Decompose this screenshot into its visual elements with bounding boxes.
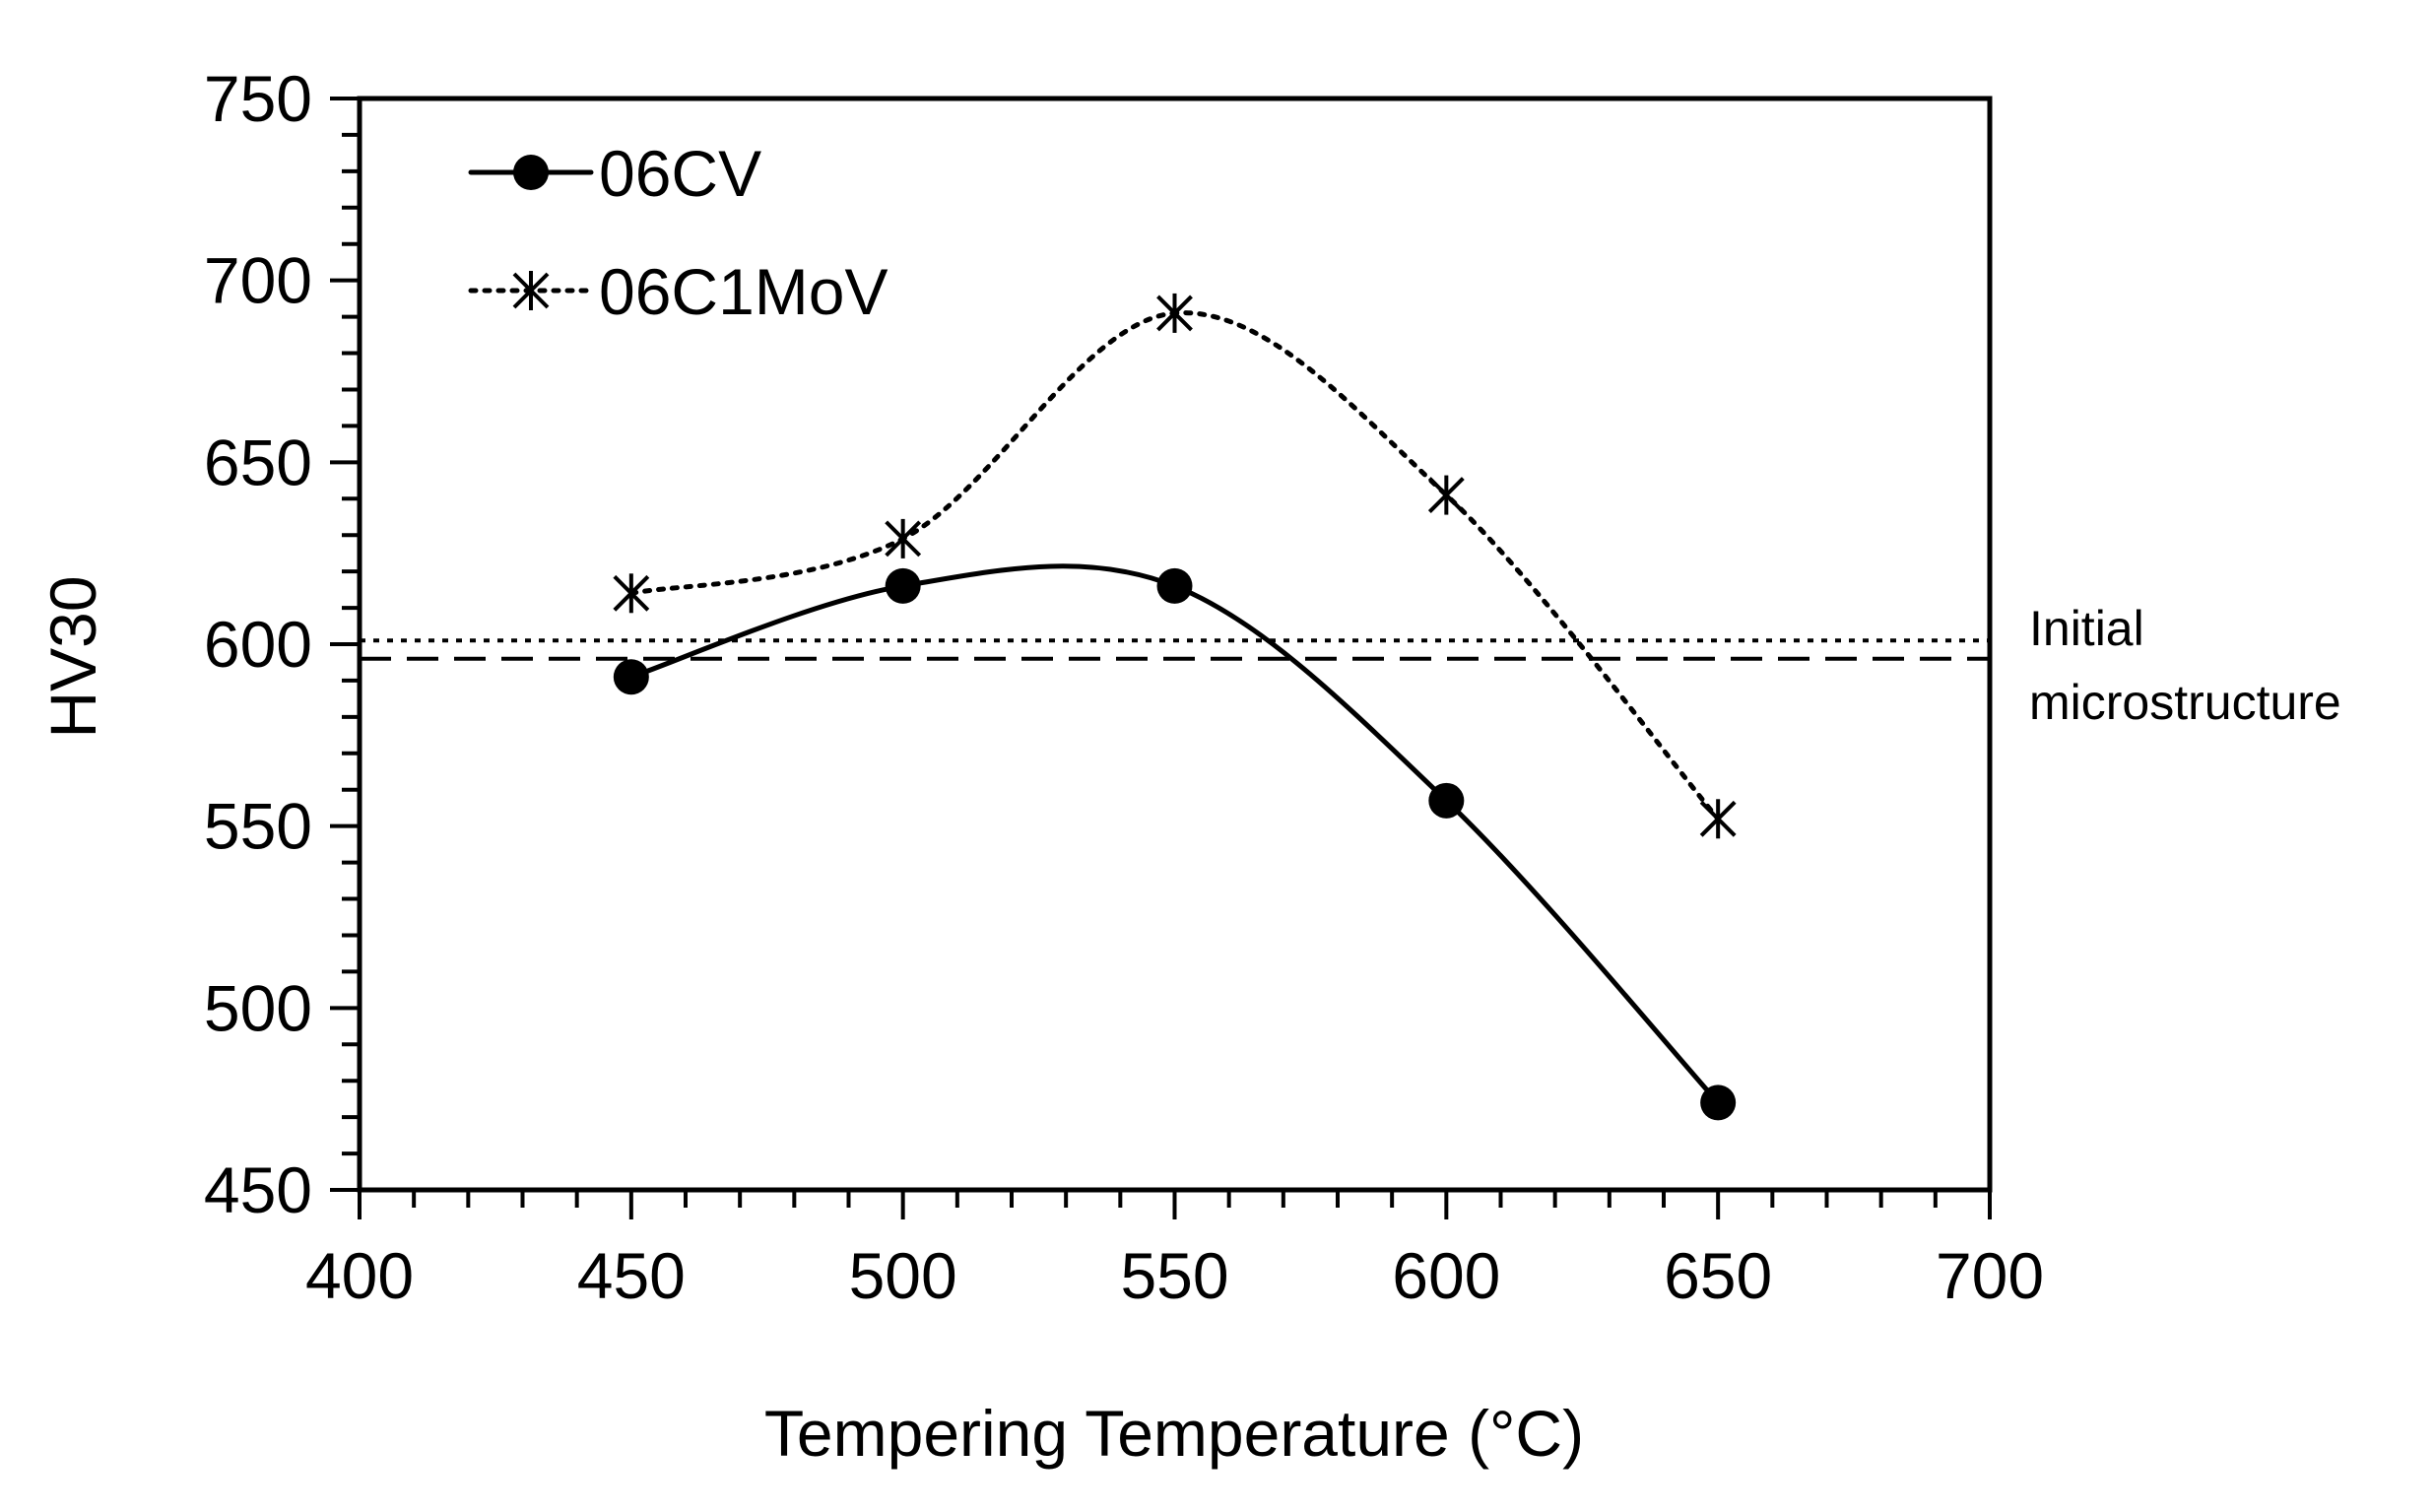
data-point-06cv: [885, 567, 921, 604]
x-axis-title: Tempering Temperature (°C): [764, 1397, 1584, 1470]
x-tick-label: 600: [1392, 1239, 1500, 1312]
y-tick-label: 650: [204, 426, 312, 498]
series-line-06c1mov: [628, 310, 1721, 822]
series-line-06cv: [628, 563, 1721, 1105]
legend-item-06cv: 06CV: [468, 137, 761, 210]
y-tick-label: 750: [204, 62, 312, 135]
y-tick-label: 500: [204, 971, 312, 1044]
tick-labels: 450 500 550 600 650 700 750 400 450 500 550 600 650 7…: [204, 62, 2044, 1312]
data-point-06cv: [1700, 1085, 1737, 1121]
x-tick-label: 500: [849, 1239, 957, 1312]
x-tick-label: 550: [1120, 1239, 1228, 1312]
data-point-06cv: [1156, 567, 1193, 604]
reference-lines: [360, 638, 1990, 661]
y-tick-label: 450: [204, 1153, 312, 1226]
data-point-06c1mov: [1699, 799, 1737, 839]
y-axis-title: HV30: [36, 575, 109, 738]
initial-microstructure-label-line1: Initial: [2029, 601, 2144, 656]
axes: [330, 96, 1993, 1219]
x-tick-label: 400: [305, 1239, 414, 1312]
legend-marker: [513, 155, 549, 190]
series-layer: [613, 293, 1737, 1121]
y-tick-label: 600: [204, 608, 312, 681]
x-tick-label: 650: [1664, 1239, 1772, 1312]
data-point-06c1mov: [1156, 293, 1193, 333]
data-point-06c1mov: [885, 518, 922, 559]
x-tick-label: 700: [1936, 1239, 2044, 1312]
legend-marker: [512, 271, 550, 310]
data-point-06cv: [613, 659, 649, 695]
legend-item-06c1mov: 06C1MoV: [468, 255, 888, 328]
data-point-06c1mov: [613, 573, 650, 614]
data-point-06c1mov: [1427, 475, 1465, 515]
y-tick-label: 700: [204, 244, 312, 317]
data-point-06cv: [1428, 782, 1465, 819]
x-tick-label: 450: [577, 1239, 686, 1312]
legend: 06CV 06C1MoV: [468, 137, 888, 328]
legend-label: 06CV: [599, 137, 761, 210]
y-tick-label: 550: [204, 790, 312, 863]
legend-label: 06C1MoV: [599, 255, 888, 328]
initial-microstructure-label-line2: microstructure: [2029, 675, 2341, 730]
